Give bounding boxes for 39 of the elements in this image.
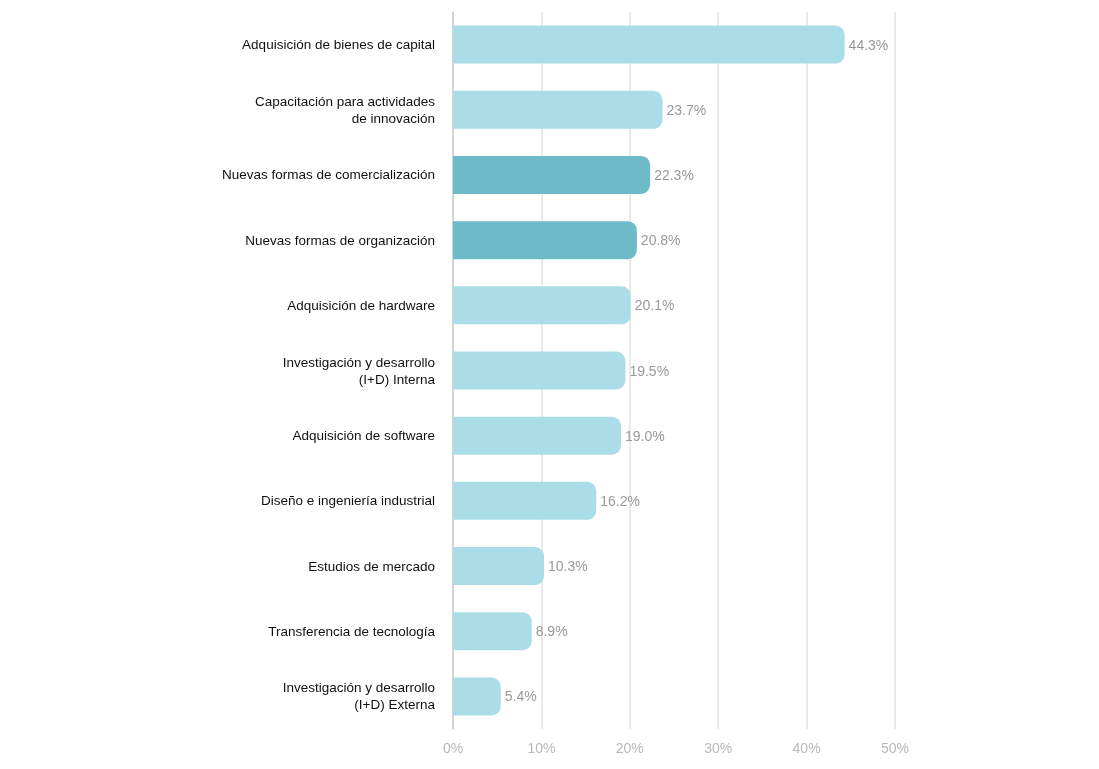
x-tick-label: 50% xyxy=(880,740,910,756)
data-label: 19.0% xyxy=(624,427,665,444)
data-label: 44.3% xyxy=(848,36,889,53)
bar xyxy=(453,351,626,390)
data-label: 23.7% xyxy=(666,101,707,118)
y-tick-label: Adquisición de bienes de capital xyxy=(242,37,435,53)
bar xyxy=(453,90,663,129)
bar xyxy=(453,612,532,651)
y-tick-label: Adquisición de hardware xyxy=(287,297,435,313)
x-tick-label: 10% xyxy=(527,740,556,756)
y-tick-label: Adquisición de software xyxy=(292,428,435,444)
bar xyxy=(453,677,501,716)
bar xyxy=(453,416,621,455)
bar xyxy=(453,155,651,194)
y-tick-label: Investigación y desarrollo (I+D) Interna xyxy=(282,354,436,387)
data-label: 19.5% xyxy=(629,362,670,379)
data-label: 5.4% xyxy=(504,688,537,705)
data-label: 8.9% xyxy=(535,623,568,640)
x-tick-label: 0% xyxy=(442,740,464,756)
y-tick-label: Estudios de mercado xyxy=(308,558,435,574)
y-tick-label: Nuevas formas de organización xyxy=(245,232,435,248)
y-tick-label: Nuevas formas de comercialización xyxy=(221,167,435,183)
bar xyxy=(453,547,545,586)
data-label: 10.3% xyxy=(548,558,588,575)
y-tick-label: Transferencia de tecnología xyxy=(268,623,436,639)
data-label: 22.3% xyxy=(654,166,694,183)
data-label: 16.2% xyxy=(600,492,640,509)
bar xyxy=(453,481,597,520)
x-tick-label: 30% xyxy=(704,740,733,756)
x-tick-label: 40% xyxy=(792,740,821,756)
y-tick-label: Capacitación para actividades de innovación xyxy=(254,93,436,126)
y-tick-label: Diseño e ingeniería industrial xyxy=(260,493,435,509)
bar xyxy=(453,286,631,325)
bar xyxy=(453,25,845,64)
data-label: 20.8% xyxy=(640,232,681,249)
y-tick-label: Investigación y desarrollo (I+D) Externa xyxy=(282,680,436,713)
bar xyxy=(453,221,637,260)
data-label: 20.1% xyxy=(634,297,675,314)
x-tick-label: 20% xyxy=(615,740,644,756)
